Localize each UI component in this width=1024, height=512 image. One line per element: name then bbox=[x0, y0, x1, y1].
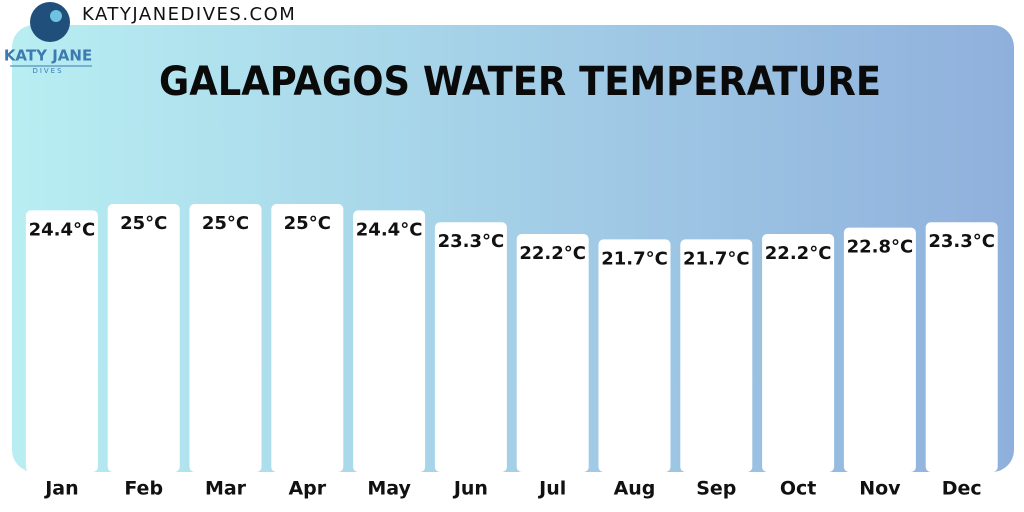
logo-icon bbox=[30, 2, 70, 42]
site-url: KATYJANEDIVES.COM bbox=[82, 4, 296, 25]
bar bbox=[25, 210, 98, 472]
x-tick-label: May bbox=[367, 478, 411, 500]
bar bbox=[353, 210, 426, 472]
bar bbox=[434, 222, 507, 472]
x-tick-label: Apr bbox=[288, 478, 326, 500]
x-tick-label: Dec bbox=[942, 478, 982, 500]
value-label: 25°C bbox=[120, 213, 167, 234]
bar bbox=[598, 239, 671, 472]
x-tick-label: Feb bbox=[124, 478, 163, 500]
x-tick-label: Nov bbox=[859, 478, 901, 500]
value-label: 21.7°C bbox=[683, 248, 750, 269]
bar bbox=[107, 204, 180, 472]
x-tick-label: Aug bbox=[614, 478, 656, 500]
value-label: 22.8°C bbox=[847, 237, 914, 258]
x-tick-label: Jan bbox=[43, 478, 78, 500]
value-label: 22.2°C bbox=[765, 243, 832, 264]
logo: KATY JANE DIVES bbox=[4, 2, 92, 75]
x-tick-label: Sep bbox=[696, 478, 736, 500]
value-label: 23.3°C bbox=[438, 231, 505, 252]
x-tick-label: Jun bbox=[452, 478, 488, 500]
bar bbox=[762, 234, 835, 472]
value-label: 24.4°C bbox=[356, 219, 423, 240]
x-tick-label: Mar bbox=[205, 478, 247, 500]
value-label: 25°C bbox=[202, 213, 249, 234]
logo-bubble bbox=[50, 10, 62, 22]
value-label: 23.3°C bbox=[928, 231, 995, 252]
logo-tagline: DIVES bbox=[32, 67, 63, 75]
bar bbox=[271, 204, 344, 472]
value-label: 22.2°C bbox=[519, 243, 586, 264]
x-tick-label: Oct bbox=[780, 478, 817, 500]
value-label: 21.7°C bbox=[601, 248, 668, 269]
bar bbox=[680, 239, 753, 472]
x-tick-label: Jul bbox=[537, 478, 566, 500]
bar bbox=[189, 204, 262, 472]
chart-title: GALAPAGOS WATER TEMPERATURE bbox=[159, 59, 881, 105]
bar bbox=[843, 227, 916, 472]
bar bbox=[516, 234, 589, 472]
bar bbox=[925, 222, 998, 472]
value-label: 25°C bbox=[284, 213, 331, 234]
logo-name: KATY JANE bbox=[4, 47, 92, 65]
value-label: 24.4°C bbox=[29, 219, 96, 240]
